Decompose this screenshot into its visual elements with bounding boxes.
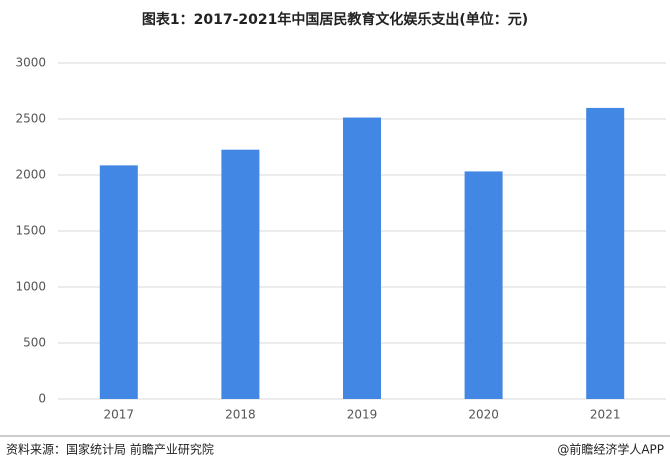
x-tick-label: 2020 (468, 408, 499, 422)
y-tick-label: 0 (38, 392, 46, 406)
x-tick-label: 2021 (590, 408, 621, 422)
bar (343, 117, 381, 399)
x-tick-label: 2017 (104, 408, 135, 422)
chart-title: 图表1：2017-2021年中国居民教育文化娱乐支出(单位：元) (142, 11, 528, 28)
y-tick-label: 1000 (15, 280, 46, 294)
bar (586, 107, 625, 400)
y-tick-label: 500 (23, 336, 46, 350)
x-tick-label: 2019 (347, 408, 378, 422)
source: 资料来源：国家统计局 前瞻产业研究院 (6, 442, 214, 457)
y-tick-label: 1500 (15, 224, 46, 238)
y-tick-label: 3000 (15, 56, 46, 70)
bar (221, 149, 260, 399)
bar (99, 165, 138, 399)
bar (464, 171, 503, 399)
y-tick-label: 2500 (15, 112, 46, 126)
y-tick-label: 2000 (15, 168, 46, 182)
credit: @前瞻经济学人APP (557, 442, 664, 457)
x-tick-label: 2018 (225, 408, 256, 422)
